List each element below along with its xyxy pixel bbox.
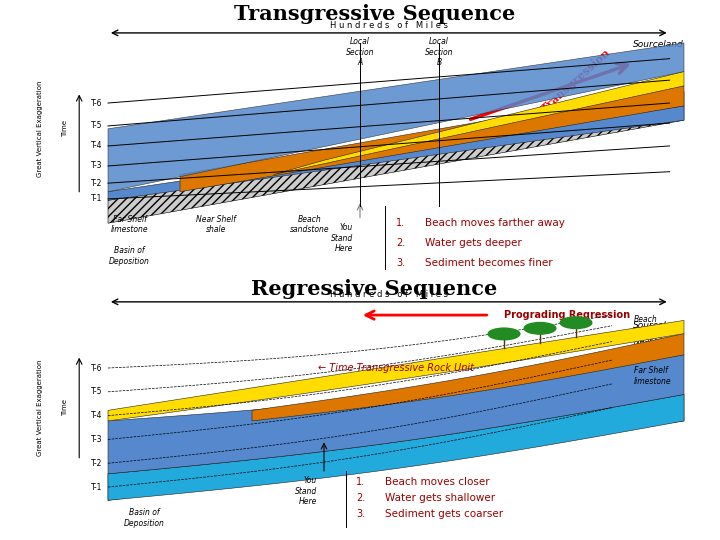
- Polygon shape: [108, 394, 684, 500]
- Text: T-6: T-6: [91, 98, 102, 107]
- Polygon shape: [108, 106, 684, 200]
- Text: T-3: T-3: [91, 161, 102, 171]
- Text: You
Stand
Here: You Stand Here: [330, 223, 353, 253]
- Text: Far Shelf
limestone: Far Shelf limestone: [111, 214, 148, 234]
- Circle shape: [560, 317, 592, 328]
- Text: Water gets deeper: Water gets deeper: [425, 238, 521, 248]
- Text: 2.: 2.: [396, 238, 405, 248]
- Circle shape: [488, 328, 520, 340]
- Text: T-4: T-4: [91, 141, 102, 151]
- Text: Transgression: Transgression: [539, 46, 613, 114]
- Text: Sediment gets coarser: Sediment gets coarser: [385, 509, 503, 518]
- Text: T-5: T-5: [91, 387, 102, 396]
- Text: Beach
sandstone: Beach sandstone: [289, 214, 330, 234]
- Text: T-1: T-1: [91, 194, 102, 204]
- Text: T-2: T-2: [91, 459, 102, 468]
- Text: Water gets shallower: Water gets shallower: [385, 492, 495, 503]
- Text: Near Shelf
shale: Near Shelf shale: [634, 337, 673, 356]
- Polygon shape: [252, 334, 684, 421]
- Text: Prograding Regression: Prograding Regression: [504, 310, 630, 320]
- Text: T-1: T-1: [91, 483, 102, 491]
- Text: T-5: T-5: [91, 122, 102, 131]
- Polygon shape: [108, 43, 684, 192]
- Polygon shape: [108, 355, 684, 474]
- Text: Near Shelf
shale: Near Shelf shale: [196, 214, 236, 234]
- Text: ← Time Transgressive Rock Unit: ← Time Transgressive Rock Unit: [318, 363, 474, 373]
- Text: Beach moves closer: Beach moves closer: [385, 477, 490, 487]
- Text: Regressive Sequence: Regressive Sequence: [251, 279, 498, 299]
- Text: 1.: 1.: [356, 477, 366, 487]
- Text: Beach moves farther away: Beach moves farther away: [425, 218, 564, 228]
- Text: Transgressive Sequence: Transgressive Sequence: [234, 4, 515, 24]
- Polygon shape: [108, 394, 684, 500]
- Text: Sourceland: Sourceland: [634, 321, 684, 330]
- Text: 1.: 1.: [396, 218, 405, 228]
- Text: Sediment becomes finer: Sediment becomes finer: [425, 258, 552, 268]
- Text: T-4: T-4: [91, 411, 102, 420]
- Text: Basin of
Deposition: Basin of Deposition: [124, 508, 164, 528]
- Text: Local
Section
B: Local Section B: [425, 37, 454, 67]
- Text: H u n d r e d s   o f   M i l e s: H u n d r e d s o f M i l e s: [330, 21, 448, 30]
- Polygon shape: [274, 71, 684, 174]
- Polygon shape: [180, 86, 684, 192]
- Text: Time: Time: [62, 120, 68, 137]
- Text: Time: Time: [62, 399, 68, 416]
- Text: T-6: T-6: [91, 363, 102, 373]
- Text: You
Stand
Here: You Stand Here: [294, 476, 317, 507]
- Text: Far Shelf
limestone: Far Shelf limestone: [634, 366, 671, 386]
- Text: 3.: 3.: [356, 509, 366, 518]
- Text: H u n d r e d s   o f   M i l e s: H u n d r e d s o f M i l e s: [330, 290, 448, 299]
- Text: 3.: 3.: [396, 258, 405, 268]
- Text: Local
Section
A: Local Section A: [346, 37, 374, 67]
- Text: Sourceland: Sourceland: [634, 40, 684, 49]
- Text: Great Vertical Exaggeration: Great Vertical Exaggeration: [37, 80, 42, 177]
- Text: T-3: T-3: [91, 435, 102, 444]
- Text: T-2: T-2: [91, 179, 102, 188]
- Polygon shape: [108, 320, 684, 421]
- Polygon shape: [108, 92, 684, 223]
- Text: Beach
sandstone: Beach sandstone: [634, 315, 673, 334]
- Circle shape: [524, 322, 556, 334]
- Text: Great Vertical Exaggeration: Great Vertical Exaggeration: [37, 360, 42, 456]
- Text: Basin of
Deposition: Basin of Deposition: [109, 246, 150, 266]
- Text: 2.: 2.: [356, 492, 366, 503]
